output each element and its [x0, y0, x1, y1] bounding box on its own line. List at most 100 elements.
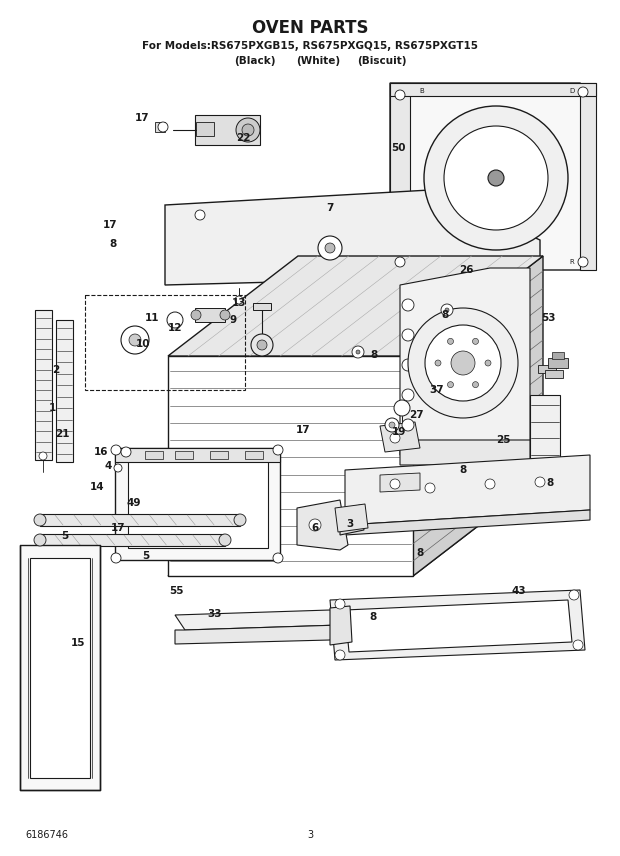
Polygon shape	[115, 448, 280, 560]
Circle shape	[235, 296, 243, 304]
Text: OVEN PARTS: OVEN PARTS	[252, 19, 368, 37]
Circle shape	[402, 359, 414, 371]
Text: 8: 8	[109, 239, 117, 249]
Circle shape	[309, 519, 321, 531]
Polygon shape	[390, 83, 410, 270]
Bar	[538, 365, 556, 373]
Polygon shape	[297, 500, 348, 550]
Circle shape	[448, 382, 453, 388]
Circle shape	[385, 418, 399, 432]
Text: 17: 17	[111, 523, 125, 533]
Text: 8: 8	[441, 310, 449, 320]
Text: 8: 8	[459, 465, 467, 475]
Text: 8: 8	[417, 548, 423, 558]
Circle shape	[488, 170, 504, 186]
Text: 21: 21	[55, 429, 69, 439]
Polygon shape	[530, 395, 560, 495]
Polygon shape	[56, 320, 73, 462]
Circle shape	[335, 599, 345, 609]
Bar	[155, 122, 165, 132]
Polygon shape	[380, 422, 420, 452]
Text: 50: 50	[391, 143, 405, 153]
Circle shape	[234, 514, 246, 526]
Text: (Biscuit): (Biscuit)	[357, 56, 407, 66]
Polygon shape	[330, 606, 352, 645]
Text: 17: 17	[135, 113, 149, 123]
Circle shape	[220, 310, 230, 320]
Text: (Black): (Black)	[234, 56, 276, 66]
Text: 10: 10	[136, 339, 150, 349]
Circle shape	[219, 534, 231, 546]
Circle shape	[121, 326, 149, 354]
Text: 8: 8	[370, 350, 378, 360]
Circle shape	[390, 433, 400, 443]
Text: 14: 14	[90, 482, 104, 492]
Text: 22: 22	[236, 133, 250, 143]
Circle shape	[485, 479, 495, 489]
Circle shape	[273, 445, 283, 455]
Text: 9: 9	[229, 315, 237, 325]
Text: 27: 27	[409, 410, 423, 420]
Circle shape	[389, 422, 395, 428]
Circle shape	[251, 334, 273, 356]
Ellipse shape	[410, 301, 420, 319]
Bar	[196, 122, 214, 136]
Circle shape	[402, 419, 414, 431]
Polygon shape	[35, 310, 52, 460]
Text: 12: 12	[168, 323, 182, 333]
Text: R: R	[570, 259, 574, 265]
Text: 8: 8	[546, 478, 554, 488]
Polygon shape	[30, 558, 90, 778]
Circle shape	[167, 312, 183, 328]
Bar	[175, 451, 193, 459]
Circle shape	[435, 360, 441, 366]
Circle shape	[242, 124, 254, 136]
Bar	[545, 370, 563, 378]
Circle shape	[573, 640, 583, 650]
Circle shape	[236, 118, 260, 142]
Polygon shape	[413, 256, 543, 576]
Text: 17: 17	[103, 220, 117, 230]
Bar	[195, 308, 225, 322]
Circle shape	[395, 257, 405, 267]
Circle shape	[395, 90, 405, 100]
Circle shape	[578, 87, 588, 97]
Polygon shape	[380, 473, 420, 492]
Text: 2: 2	[52, 365, 60, 375]
Circle shape	[318, 236, 342, 260]
Circle shape	[352, 346, 364, 358]
Ellipse shape	[410, 401, 420, 419]
Text: 4: 4	[104, 461, 112, 471]
Polygon shape	[168, 476, 543, 576]
Polygon shape	[400, 268, 530, 455]
Polygon shape	[20, 545, 100, 790]
Text: 37: 37	[430, 385, 445, 395]
Circle shape	[335, 650, 345, 660]
Bar	[210, 451, 228, 459]
Text: 7: 7	[326, 203, 334, 213]
Text: 3: 3	[307, 830, 313, 840]
Polygon shape	[390, 83, 596, 96]
Polygon shape	[165, 190, 540, 285]
Circle shape	[114, 464, 122, 472]
Polygon shape	[175, 610, 340, 630]
Text: 3: 3	[347, 519, 353, 529]
Text: 13: 13	[232, 298, 246, 308]
Text: B: B	[420, 88, 424, 94]
Text: 25: 25	[496, 435, 510, 445]
Bar	[548, 358, 568, 368]
Text: 16: 16	[94, 447, 108, 457]
Circle shape	[39, 452, 47, 460]
Circle shape	[191, 310, 201, 320]
Circle shape	[402, 299, 414, 311]
Text: 11: 11	[144, 313, 159, 323]
Polygon shape	[400, 440, 530, 465]
Text: 5: 5	[61, 531, 69, 541]
Ellipse shape	[410, 351, 420, 369]
Circle shape	[257, 340, 267, 350]
Bar	[253, 303, 271, 310]
Polygon shape	[168, 356, 413, 576]
Circle shape	[273, 553, 283, 563]
Circle shape	[402, 389, 414, 401]
Text: 6: 6	[311, 523, 319, 533]
